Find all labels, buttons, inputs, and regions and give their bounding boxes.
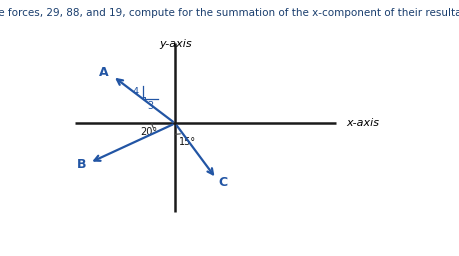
Text: C: C — [218, 176, 227, 189]
Text: 15°: 15° — [179, 137, 196, 147]
Text: B: B — [77, 158, 86, 171]
Text: x-axis: x-axis — [346, 118, 378, 128]
Text: y-axis: y-axis — [158, 39, 191, 49]
Text: A: A — [99, 66, 108, 79]
Text: 3: 3 — [147, 101, 153, 111]
Text: 20°: 20° — [140, 127, 157, 137]
Text: Given the forces, 29, 88, and 19, compute for the summation of the x-component o: Given the forces, 29, 88, and 19, comput… — [0, 8, 459, 18]
Text: 4: 4 — [133, 87, 139, 97]
